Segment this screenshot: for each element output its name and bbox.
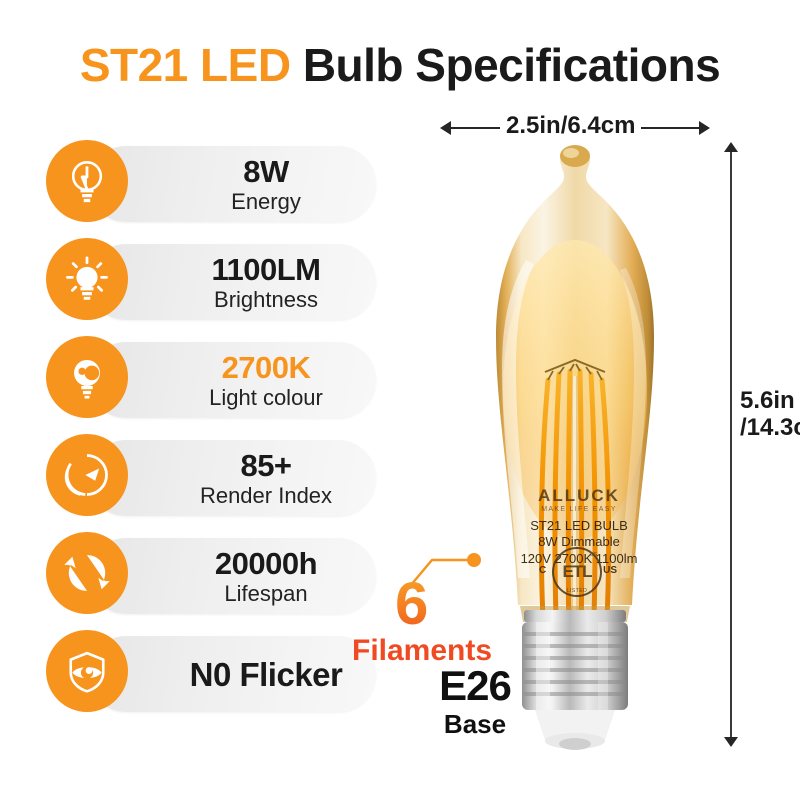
feature-value: 2700K [221, 349, 311, 385]
feature-row-energy: 8W Energy [46, 140, 386, 228]
etl-sub-label: US [590, 552, 597, 558]
feature-row-no-flicker: N0 Flicker [46, 630, 386, 718]
gauge-render-icon [46, 434, 128, 516]
bulb-illustration: 2.5in/6.4cm 5.6in /14.3cm [352, 100, 800, 800]
feature-value: N0 Flicker [189, 655, 343, 693]
base-type: E26 [439, 662, 512, 709]
title-rest: Bulb Specifications [302, 39, 721, 91]
feature-text: 2700K Light colour [156, 342, 376, 418]
base-caption: Base [443, 709, 507, 739]
feature-pill [88, 244, 376, 320]
filament-label: Filaments [352, 634, 493, 667]
feature-row-render-index: 85+ Render Index [46, 434, 386, 522]
filaments-callout: 6 Filaments [352, 530, 540, 720]
feature-value: 85+ [240, 447, 292, 483]
feature-pill [88, 538, 376, 614]
feature-label: Lifespan [224, 580, 308, 606]
arrow-down-icon [724, 737, 738, 747]
feature-pill [88, 146, 376, 222]
filament-count: 6 [395, 570, 429, 637]
feature-label: Energy [231, 188, 301, 214]
dimension-line [730, 150, 732, 739]
feature-text: 8W Energy [156, 146, 376, 222]
feature-value: 20000h [214, 545, 318, 581]
etl-right-label: US [603, 565, 617, 576]
etl-listed-label: LISTED [566, 588, 588, 594]
arrow-left-icon [440, 121, 451, 135]
bulb-energy-icon [46, 140, 128, 222]
height-dimension: 5.6in /14.3cm [720, 142, 800, 747]
recycle-lifespan-icon [46, 532, 128, 614]
feature-text: 20000h Lifespan [156, 538, 376, 614]
height-label: 5.6in /14.3cm [738, 385, 800, 445]
etl-ring: ETL US LISTED [552, 547, 602, 597]
feature-row-brightness: 1100LM Brightness [46, 238, 386, 326]
feature-list: 8W Energy [46, 140, 386, 728]
feature-pill [88, 342, 376, 418]
height-label-line1: 5.6in [740, 387, 795, 414]
feature-value: 8W [243, 153, 289, 189]
feature-label: Light colour [209, 384, 323, 410]
bulb-brightness-icon [46, 238, 128, 320]
width-dimension: 2.5in/6.4cm [440, 112, 710, 140]
feature-label: Render Index [199, 482, 333, 508]
feature-value: 1100LM [211, 251, 321, 287]
feature-text: 1100LM Brightness [156, 244, 376, 320]
arrow-right-icon [699, 121, 710, 135]
eye-shield-icon [46, 630, 128, 712]
etl-text: ETL [562, 562, 592, 581]
etl-left-label: C [539, 565, 547, 576]
height-label-line2: /14.3cm [740, 413, 800, 441]
page-title: ST21 LED Bulb Specifications [0, 38, 800, 92]
etl-certification-mark: C ETL US LISTED US [537, 547, 617, 597]
base-label: E26 Base [420, 662, 530, 739]
bulb-colour-icon [46, 336, 128, 418]
st21-bulb-graphic [496, 145, 654, 750]
width-label: 2.5in/6.4cm [500, 112, 642, 140]
feature-row-light-colour: 2700K Light colour [46, 336, 386, 424]
feature-text: 85+ Render Index [156, 440, 376, 516]
feature-row-lifespan: 20000h Lifespan [46, 532, 386, 620]
feature-text: N0 Flicker [156, 636, 376, 712]
arrow-up-icon [724, 142, 738, 152]
feature-pill [88, 636, 376, 712]
feature-label: Brightness [214, 286, 318, 312]
title-accent: ST21 LED [79, 39, 291, 91]
feature-pill [88, 440, 376, 516]
